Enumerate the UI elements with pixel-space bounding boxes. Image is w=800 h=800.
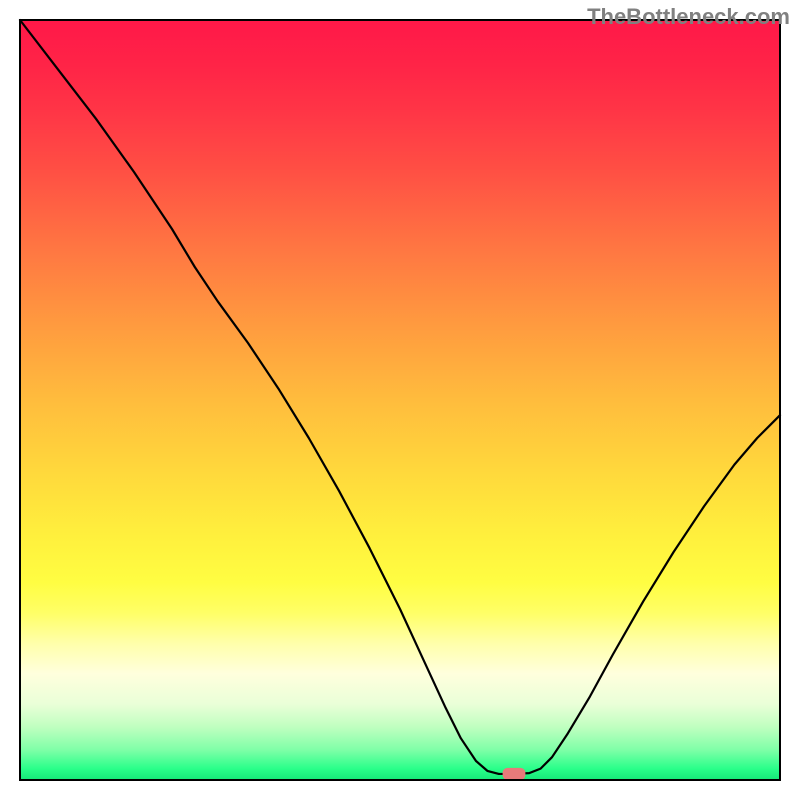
optimal-marker	[503, 768, 526, 780]
watermark-text: TheBottleneck.com	[587, 4, 790, 30]
chart-svg	[0, 0, 800, 800]
bottleneck-chart: TheBottleneck.com	[0, 0, 800, 800]
plot-background	[20, 20, 780, 780]
